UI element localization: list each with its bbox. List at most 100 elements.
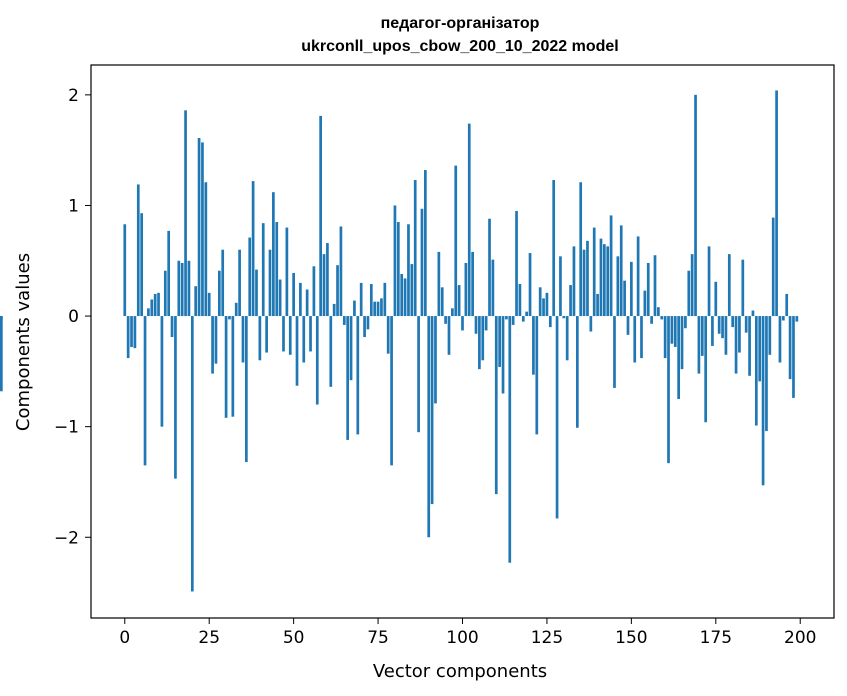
bar-56 [312,266,316,317]
bar-125 [545,292,549,317]
bar-71 [363,316,366,338]
bar-185 [748,316,751,376]
bar-16 [177,260,181,317]
bar-40 [258,316,262,361]
bar-64 [339,226,343,317]
bar-191 [768,316,772,355]
bar-165 [680,316,684,370]
bar-164 [677,316,680,400]
bar-177 [721,316,724,339]
bar-173 [707,246,711,317]
bar-157 [653,255,657,317]
bar-111 [498,316,501,367]
bar-48 [285,227,289,317]
bar-101 [464,262,468,317]
bar-55 [309,316,312,352]
bar-41 [261,223,265,317]
bar-49 [288,316,292,355]
bar-139 [592,227,596,317]
bar-168 [690,254,694,317]
y-tick-label: 2 [68,86,79,106]
bar-113 [505,316,508,320]
bar-86 [413,180,417,317]
bar-19 [187,260,191,317]
bar-85 [410,264,414,317]
bar-147 [619,225,623,317]
bar-102 [467,123,471,317]
bar-192 [771,217,775,317]
bar-72 [366,316,370,330]
bar-121 [532,316,535,375]
bar-100 [461,316,464,331]
bar-58 [319,115,322,317]
bar-81 [396,222,400,317]
bar-59 [322,254,326,317]
x-tick-label: 75 [367,628,389,648]
bar-103 [471,251,474,317]
bar-122 [535,316,539,435]
bar-39 [255,269,258,317]
bar-42 [265,316,268,353]
bar-93 [437,251,441,317]
bar-12 [163,270,167,317]
bar-105 [478,316,481,370]
bar-43 [268,249,272,317]
bar-10 [157,292,160,317]
bar-160 [663,316,667,359]
bar-129 [559,256,562,317]
bar-13 [167,230,171,317]
bar-162 [670,316,674,344]
chart-subtitle: ukrconll_upos_cbow_200_10_2022 model [301,38,618,55]
bar-104 [474,316,478,334]
bar-126 [548,316,552,328]
bar-196 [785,293,789,317]
bar-153 [640,316,643,359]
bar-193 [775,90,778,317]
bar-67 [349,316,353,381]
bar-60 [326,243,329,317]
x-tick-label: 50 [283,628,305,648]
bar-127 [552,180,556,317]
bar-69 [356,316,360,435]
bar-197 [788,316,792,380]
x-tick-label: 100 [446,628,478,648]
bar-134 [575,316,579,428]
bar-29 [221,249,225,317]
bar-132 [569,285,572,317]
bar-145 [613,316,616,388]
x-tick-label: 25 [198,628,220,648]
x-tick-label: 200 [784,628,816,648]
bar-51 [295,316,299,386]
bar-144 [609,215,613,317]
bar-154 [643,290,647,317]
bar-188 [758,316,762,382]
bar-46 [278,279,282,317]
bar-151 [633,316,637,363]
bar-176 [717,316,721,334]
bar-83 [403,278,407,317]
bars-group [0,90,799,592]
bar-6 [143,316,147,466]
y-axis-label: Components values [13,253,34,431]
bar-78 [386,316,390,354]
bar-159 [660,316,664,320]
bar-24 [204,182,208,317]
bar-114 [508,316,512,563]
bar-26 [211,316,214,374]
bar-2 [130,316,133,348]
bar-150 [630,261,633,317]
bar-112 [501,316,505,394]
bar-57 [315,316,319,405]
bar-47 [282,316,285,352]
bar-38 [251,181,255,317]
bar-65 [342,316,346,325]
bar-23 [201,142,204,317]
bar-25 [207,292,211,317]
bar-63 [336,265,339,317]
bar-186 [751,310,755,317]
bar-166 [684,316,687,329]
bar-143 [606,246,610,317]
bar-7 [147,308,150,317]
bar-87 [417,316,420,433]
bar-156 [650,316,653,324]
